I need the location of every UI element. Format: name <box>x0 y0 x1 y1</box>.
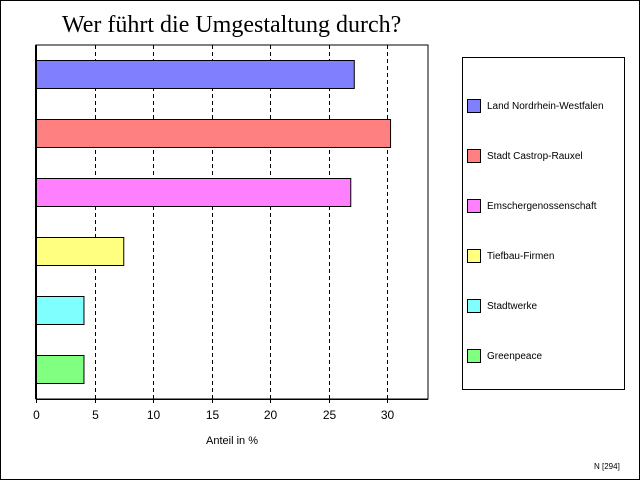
bar-3 <box>35 237 125 266</box>
legend-label-4: Stadtwerke <box>487 300 538 312</box>
bar-5 <box>35 355 85 384</box>
legend-swatch-2 <box>467 199 481 213</box>
x-axis-label: Anteil in % <box>206 435 258 447</box>
legend-label-0: Land Nordrhein-Westfalen <box>487 100 604 112</box>
legend-swatch-3 <box>467 249 481 263</box>
x-tick-label-15: 15 <box>206 408 220 422</box>
legend-item-5: Greenpeace <box>467 348 542 364</box>
legend-swatch-5 <box>467 349 481 363</box>
chart-legend: Land Nordrhein-Westfalen Stadt Castrop-Ra… <box>462 57 625 390</box>
legend-item-2: Emschergenossenschaft <box>467 198 597 214</box>
x-tick-label-0: 0 <box>33 408 40 422</box>
plot-area <box>35 44 429 400</box>
legend-item-1: Stadt Castrop-Rauxel <box>467 148 583 164</box>
sample-size-note: N [294] <box>594 462 620 471</box>
bar-1 <box>35 119 392 148</box>
x-tick-label-5: 5 <box>92 408 99 422</box>
x-tick-label-30: 30 <box>381 408 395 422</box>
legend-label-2: Emschergenossenschaft <box>487 200 597 212</box>
legend-label-1: Stadt Castrop-Rauxel <box>487 150 583 162</box>
chart-title: Wer führt die Umgestaltung durch? <box>62 12 402 38</box>
legend-label-3: Tiefbau-Firmen <box>487 250 555 262</box>
legend-swatch-0 <box>467 99 481 113</box>
legend-swatch-1 <box>467 149 481 163</box>
bar-4 <box>35 296 85 325</box>
legend-label-5: Greenpeace <box>487 350 543 362</box>
legend-item-4: Stadtwerke <box>467 298 537 314</box>
x-tick-label-25: 25 <box>323 408 337 422</box>
legend-item-3: Tiefbau-Firmen <box>467 248 554 264</box>
x-tick-label-20: 20 <box>264 408 278 422</box>
legend-item-0: Land Nordrhein-Westfalen <box>467 98 604 114</box>
bar-2 <box>35 178 352 207</box>
x-tick-label-10: 10 <box>147 408 161 422</box>
legend-swatch-4 <box>467 299 481 313</box>
bar-0 <box>35 60 355 89</box>
